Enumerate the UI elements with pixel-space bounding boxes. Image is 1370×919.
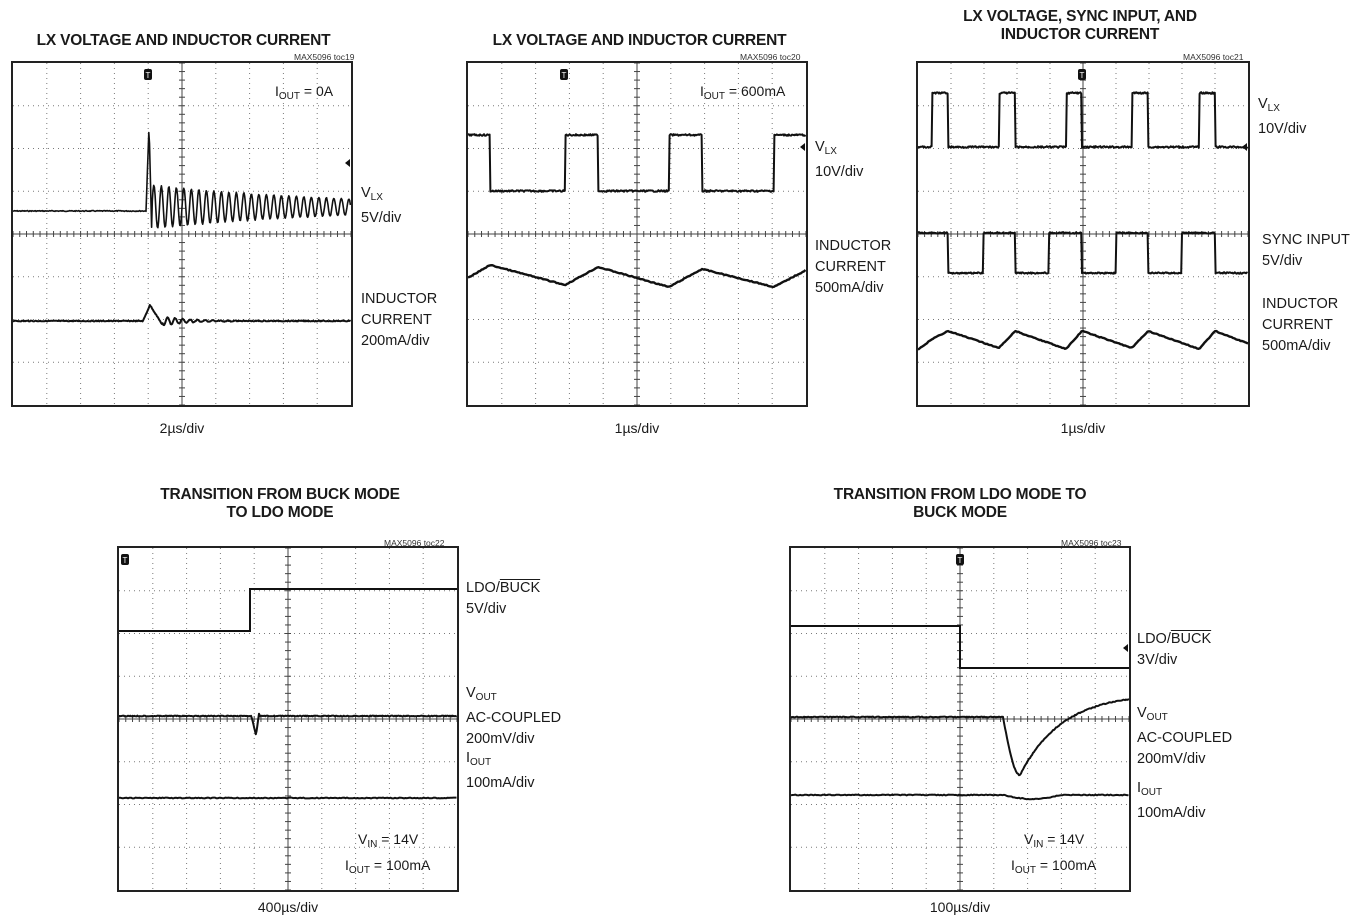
- trace-ldo-buck: [791, 626, 1129, 668]
- chart-title: LX VOLTAGE AND INDUCTOR CURRENT: [462, 32, 817, 50]
- series-label-vlx: VLX 5V/div: [361, 183, 401, 229]
- condition-iout: IOUT = 100mA: [1011, 856, 1096, 880]
- series-label-vout: VOUT AC-COUPLED 200mV/div: [1137, 703, 1232, 770]
- condition-iout: IOUT = 100mA: [345, 856, 430, 880]
- time-div-label: 1µs/div: [466, 420, 808, 436]
- graticule: [468, 63, 806, 405]
- graticule: [13, 63, 351, 405]
- trigger-marker-label: T: [1080, 71, 1085, 80]
- series-label-vlx: VLX 10V/div: [1258, 94, 1306, 140]
- chart-title: TRANSITION FROM BUCK MODE TO LDO MODE: [150, 486, 410, 522]
- scope-svg: T: [13, 63, 351, 405]
- time-div-label: 2µs/div: [11, 420, 353, 436]
- trace-iout: [119, 798, 457, 799]
- iout-annotation: IOUT = 600mA: [700, 82, 785, 106]
- scope-svg: T: [918, 63, 1248, 405]
- trigger-marker-label: T: [562, 71, 567, 80]
- level-marker: [345, 159, 350, 167]
- series-label-inductor-current: INDUCTOR CURRENT 500mA/div: [815, 236, 905, 299]
- scope-screen-toc21: T: [916, 61, 1250, 407]
- chart-title: LX VOLTAGE, SYNC INPUT, AND INDUCTOR CUR…: [930, 8, 1230, 44]
- series-label-sync-input: SYNC INPUT 5V/div: [1262, 230, 1350, 272]
- trigger-marker-label: T: [123, 556, 128, 565]
- chart-title: LX VOLTAGE AND INDUCTOR CURRENT: [6, 32, 361, 50]
- series-label-vout: VOUT AC-COUPLED 200mV/div: [466, 683, 561, 750]
- condition-vin: VIN = 14V: [358, 830, 418, 854]
- condition-vin: VIN = 14V: [1024, 830, 1084, 854]
- level-marker: [1123, 644, 1128, 652]
- series-label-inductor-current: INDUCTOR CURRENT 500mA/div: [1262, 294, 1352, 357]
- time-div-label: 1µs/div: [916, 420, 1250, 436]
- time-div-label: 400µs/div: [117, 899, 459, 915]
- series-label-ldo-buck: LDO/BUCK 3V/div: [1137, 629, 1211, 671]
- chart-title: TRANSITION FROM LDO MODE TO BUCK MODE: [820, 486, 1100, 522]
- series-label-vlx: VLX 10V/div: [815, 137, 863, 183]
- time-div-label: 100µs/div: [789, 899, 1131, 915]
- trigger-marker-label: T: [146, 71, 151, 80]
- scope-svg: T: [468, 63, 806, 405]
- iout-annotation: IOUT = 0A: [275, 82, 333, 106]
- series-label-iout: IOUT 100mA/div: [1137, 778, 1206, 824]
- trigger-marker-label: T: [958, 556, 963, 565]
- series-label-iout: IOUT 100mA/div: [466, 748, 535, 794]
- series-label-inductor-current: INDUCTOR CURRENT 200mA/div: [361, 289, 451, 352]
- scope-screen-toc19: T: [11, 61, 353, 407]
- scope-screen-toc20: T: [466, 61, 808, 407]
- series-label-ldo-buck: LDO/BUCK 5V/div: [466, 578, 540, 620]
- level-marker: [800, 143, 805, 151]
